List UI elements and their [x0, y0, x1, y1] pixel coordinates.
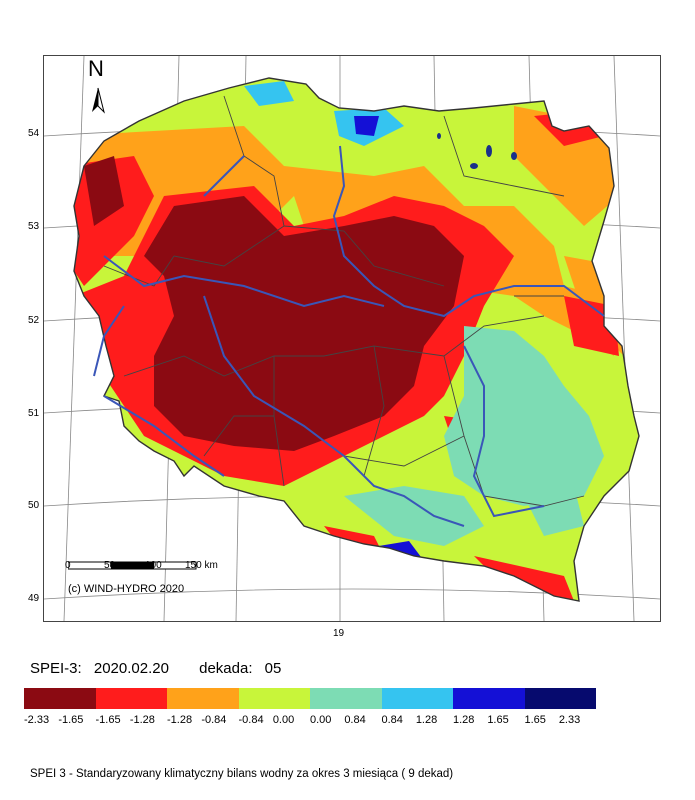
legend-tick-label: -1.28 [129, 714, 155, 726]
date-value: 2020.02.20 [93, 660, 169, 677]
lat-label-50: 50 [28, 500, 40, 511]
index-label: SPEI-3: [30, 660, 82, 677]
legend-tick-label: -1.65 [95, 714, 121, 726]
legend-swatch-1 [95, 688, 167, 709]
footer-note: SPEI 3 - Standaryzowany klimatyczny bila… [30, 768, 454, 780]
legend-tick-label: 1.65 [487, 714, 509, 726]
lon-label-19: 19 [333, 628, 345, 639]
legend-tick-label: -0.84 [238, 714, 264, 726]
legend-swatch-2 [167, 688, 239, 709]
lat-label-52: 52 [28, 315, 40, 326]
scale-bar [68, 561, 197, 570]
lat-label-49: 49 [28, 593, 40, 604]
scale-tick-0: 0 [65, 560, 71, 571]
legend-tick-label: 0.84 [344, 714, 366, 726]
legend-tick-label: 1.65 [524, 714, 546, 726]
lat-label-51: 51 [28, 408, 40, 419]
dekada-value: 05 [264, 660, 282, 677]
legend-tick-label: 1.28 [415, 714, 438, 726]
lat-label-53: 53 [28, 221, 40, 232]
drought-map [44, 56, 660, 621]
legend-tick-label: 0.00 [310, 714, 332, 726]
rivers [93, 145, 605, 527]
map-title: SPEI-3: 2020.02.20 dekada: 05 [30, 660, 289, 677]
drought-fields [74, 78, 639, 601]
scale-tick-150: 150 km [185, 560, 218, 571]
legend-bar [24, 688, 596, 709]
north-arrow-icon [92, 87, 105, 114]
province-borders [103, 95, 585, 507]
dekada-label: dekada: [199, 660, 253, 677]
legend-tick-label: -1.28 [167, 714, 193, 726]
scale-tick-50: 50 [104, 560, 116, 571]
legend-swatch-6 [453, 688, 525, 709]
legend-tick-label: 0.00 [272, 714, 295, 726]
legend-swatch-3 [238, 688, 310, 709]
lakes [437, 133, 517, 169]
legend-tick-label: -0.84 [201, 714, 227, 726]
legend-swatch-0 [24, 688, 96, 709]
legend-tick-label: 0.84 [381, 714, 403, 726]
legend-tick-label: -2.33 [24, 714, 50, 726]
legend-tick-label: 2.33 [558, 714, 581, 726]
legend-swatch-5 [381, 688, 453, 709]
legend-tick-label: -1.65 [58, 714, 84, 726]
north-label: N [88, 56, 104, 81]
lat-label-54: 54 [28, 128, 40, 139]
scale-tick-100: 100 [145, 560, 162, 571]
legend-tick-label: 1.28 [453, 714, 475, 726]
map-frame [43, 55, 661, 622]
legend-swatch-4 [310, 688, 382, 709]
legend-labels: -2.33 -1.65 -1.65 -1.28 -1.28 -0.84 -0.84 0.00 0… [14, 714, 614, 728]
legend-swatch-7 [524, 688, 596, 709]
copyright-text: (c) WIND-HYDRO 2020 [68, 583, 185, 595]
